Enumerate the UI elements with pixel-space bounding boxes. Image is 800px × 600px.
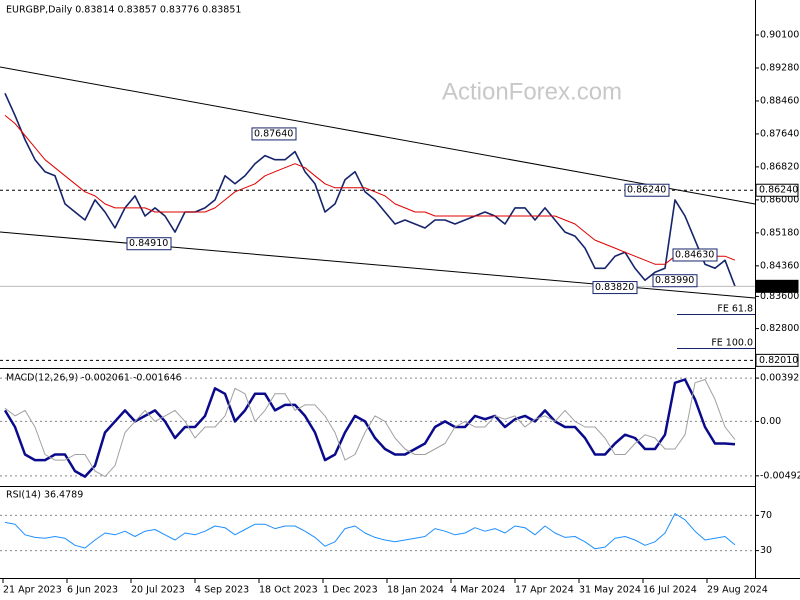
x-tick-label: 18 Oct 2023: [259, 585, 318, 596]
x-tick-label: 16 Jul 2024: [643, 585, 697, 596]
price-marker-label: 0.82010: [759, 355, 798, 366]
x-tick-label: 18 Jan 2024: [387, 585, 444, 596]
y-tick-label: 0.85180: [760, 227, 799, 238]
x-tick-label: 6 Jun 2023: [67, 585, 118, 596]
series-line: [4, 379, 736, 478]
rsi-title: RSI(14) 36.4789: [6, 490, 83, 501]
y-tick-label: 0.003928: [760, 373, 800, 384]
chart-title: EURGBP,Daily 0.83814 0.83857 0.83776 0.8…: [6, 5, 241, 16]
series-line: [4, 115, 736, 265]
y-tick-label: -0.004929: [760, 470, 800, 481]
annotation-label: 0.87640: [254, 128, 293, 139]
annotation-box: [592, 281, 638, 295]
annotation-box: [652, 274, 698, 288]
x-tick-label: 4 Mar 2024: [451, 585, 505, 596]
annotation-box: [624, 183, 670, 197]
y-tick-label: 0.88460: [760, 95, 799, 106]
series-line: [4, 92, 736, 287]
watermark: ActionForex.com: [442, 78, 622, 105]
series-line: [3, 378, 736, 478]
y-tick-label: 30: [760, 545, 772, 556]
price-marker: [755, 183, 799, 197]
price-marker: [755, 279, 799, 293]
x-tick-label: 21 Apr 2023: [3, 585, 62, 596]
x-tick-label: 4 Sep 2023: [195, 585, 249, 596]
y-tick-label: 0.84360: [760, 260, 799, 271]
x-tick-label: 31 May 2024: [579, 585, 641, 596]
channel-top: [0, 66, 756, 205]
annotation-label: 0.86240: [627, 185, 666, 196]
annotation-label: 0.84910: [129, 238, 168, 249]
y-tick-label: 0.90100: [760, 29, 799, 40]
fib-label: FE 61.8: [717, 304, 753, 315]
x-tick-label: 17 Apr 2024: [515, 585, 574, 596]
annotation-label: 0.84630: [675, 249, 714, 260]
x-tick-label: 20 Jul 2023: [131, 585, 185, 596]
y-tick-label: 0.00: [760, 416, 781, 427]
y-tick-label: 70: [760, 510, 772, 521]
price-marker-label: 0.83851: [759, 281, 798, 292]
price-marker-label: 0.86240: [759, 185, 798, 196]
annotation-box: [672, 248, 718, 262]
x-tick-label: 1 Dec 2023: [323, 585, 378, 596]
y-tick-label: 0.83600: [760, 291, 799, 302]
y-tick-label: 0.82800: [760, 323, 799, 334]
fib-label: FE 100.0: [711, 338, 753, 349]
annotation-label: 0.83820: [595, 282, 634, 293]
x-tick-label: 29 Aug 2024: [707, 585, 768, 596]
y-tick-label: 0.87640: [760, 128, 799, 139]
macd-title: MACD(12,26,9) -0.002061 -0.001646: [6, 373, 182, 384]
y-tick-label: 0.89280: [760, 62, 799, 73]
annotation-box: [126, 237, 172, 251]
annotation-box: [251, 127, 297, 141]
price-marker: [755, 353, 799, 367]
annotation-label: 0.83990: [655, 275, 694, 286]
y-tick-label: 0.86820: [760, 161, 799, 172]
y-tick-label: 0.86000: [760, 194, 799, 205]
series-line: [4, 513, 736, 550]
